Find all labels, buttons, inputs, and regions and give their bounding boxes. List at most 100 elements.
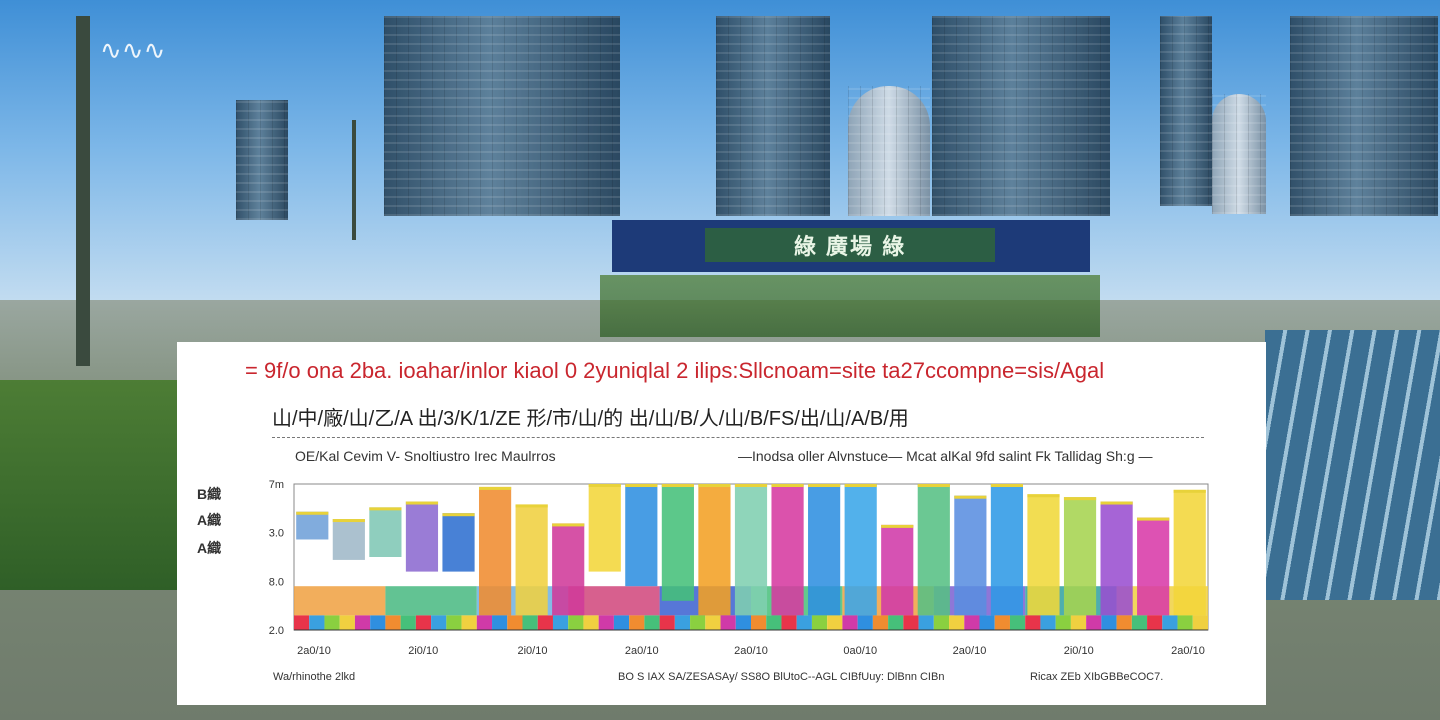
bar bbox=[1173, 489, 1206, 616]
strip-segment bbox=[1101, 615, 1117, 630]
strip-segment bbox=[1116, 615, 1132, 630]
strip-segment bbox=[796, 615, 812, 630]
crane-pole bbox=[76, 16, 90, 366]
footnote-mid: BO S IAX SA/ZESASAy/ SS8O BlUtoC--AGL CI… bbox=[618, 671, 945, 683]
bar-cap bbox=[698, 484, 731, 487]
strip-segment bbox=[1025, 615, 1041, 630]
strip-segment bbox=[294, 615, 310, 630]
strip-segment bbox=[781, 615, 797, 630]
bar-cap bbox=[1027, 494, 1060, 498]
strip-segment bbox=[659, 615, 675, 630]
bar bbox=[808, 484, 841, 616]
strip-segment bbox=[446, 615, 462, 630]
bar bbox=[917, 484, 950, 616]
chart-subtitle: 山/中/廠/山/乙/A 出/3/K/1/ZE 形/市/山/的 出/山/B/人/山… bbox=[272, 408, 909, 430]
strip-segment bbox=[964, 615, 980, 630]
bar-cap bbox=[881, 524, 914, 528]
side-label: A織 bbox=[197, 540, 222, 556]
tower bbox=[1212, 94, 1266, 214]
x-tick-label: 2a0/10 bbox=[953, 645, 987, 657]
strip-segment bbox=[979, 615, 995, 630]
strip-segment bbox=[461, 615, 477, 630]
strip-segment bbox=[644, 615, 660, 630]
strip-segment bbox=[690, 615, 706, 630]
strip-segment bbox=[370, 615, 386, 630]
roof-panels bbox=[1265, 330, 1440, 600]
bar bbox=[844, 484, 877, 616]
x-tick-label: 2a0/10 bbox=[1171, 645, 1205, 657]
strip-segment bbox=[994, 615, 1010, 630]
strip-segment bbox=[354, 615, 371, 630]
strip-segment bbox=[385, 615, 401, 630]
strip-segment bbox=[1131, 615, 1148, 630]
strip-segment bbox=[857, 615, 873, 630]
band-segment bbox=[294, 586, 386, 616]
bar-cap bbox=[954, 495, 987, 499]
strip-segment bbox=[309, 615, 325, 630]
y-tick-label: 7m bbox=[269, 479, 284, 491]
strip-segment bbox=[324, 615, 340, 630]
strip-segment bbox=[1162, 615, 1178, 630]
strip-segment bbox=[888, 615, 904, 630]
logo: ∿∿∿ bbox=[100, 36, 166, 66]
strip-segment bbox=[1192, 615, 1208, 630]
bar-cap bbox=[1173, 489, 1206, 493]
strip-segment bbox=[674, 615, 691, 630]
y-tick-label: 2.0 bbox=[269, 625, 284, 637]
strip-segment bbox=[507, 615, 523, 630]
tower bbox=[384, 16, 620, 216]
flag-pole bbox=[352, 120, 356, 240]
tower bbox=[932, 16, 1110, 216]
bar-cap bbox=[332, 519, 365, 523]
x-tick-label: 2a0/10 bbox=[625, 645, 659, 657]
tower bbox=[848, 86, 930, 216]
bar bbox=[698, 484, 731, 616]
bar-cap bbox=[1100, 501, 1133, 505]
strip-segment bbox=[476, 615, 493, 630]
x-tick-label: 2a0/10 bbox=[734, 645, 768, 657]
band-segment bbox=[385, 586, 477, 616]
strip-segment bbox=[598, 615, 614, 630]
x-tick-label: 0a0/10 bbox=[843, 645, 877, 657]
chart-title: = 9f/o ona 2ba. ioahar/inlor kiaol 0 2yu… bbox=[245, 358, 1105, 383]
bar-cap bbox=[588, 484, 621, 487]
strip-segment bbox=[339, 615, 355, 630]
strip-segment bbox=[1070, 615, 1087, 630]
strip-segment bbox=[522, 615, 538, 630]
strip-segment bbox=[827, 615, 843, 630]
strip-segment bbox=[1055, 615, 1071, 630]
strip-segment bbox=[842, 615, 858, 630]
bar-cap bbox=[990, 484, 1024, 487]
bar-cap bbox=[405, 501, 439, 505]
strip-segment bbox=[751, 615, 767, 630]
bar-cap bbox=[844, 484, 877, 487]
bar bbox=[515, 504, 548, 616]
x-tick-label: 2i0/10 bbox=[1064, 645, 1094, 657]
bar bbox=[1137, 517, 1170, 616]
strip-segment bbox=[629, 615, 645, 630]
station-sign: 綠 廣場 綠 bbox=[705, 228, 995, 262]
strip-segment bbox=[811, 615, 828, 630]
bar-cap bbox=[734, 484, 768, 487]
strip-segment bbox=[568, 615, 584, 630]
bar bbox=[369, 507, 402, 557]
greenery bbox=[600, 275, 1100, 337]
footnote-right: Ricax ZEb XIbGBBeCOC7. bbox=[1030, 671, 1164, 683]
strip-segment bbox=[735, 615, 751, 630]
bar bbox=[881, 524, 914, 616]
tower bbox=[236, 100, 288, 220]
bar-cap bbox=[661, 484, 694, 487]
bar-cap bbox=[552, 523, 585, 527]
tower bbox=[1290, 16, 1438, 216]
bar bbox=[734, 484, 768, 616]
strip-segment bbox=[400, 615, 416, 630]
bar bbox=[1100, 501, 1133, 616]
bar-cap bbox=[296, 511, 329, 515]
bar bbox=[332, 519, 365, 560]
tower bbox=[716, 16, 830, 216]
x-tick-label: 2a0/10 bbox=[297, 645, 331, 657]
strip-segment bbox=[552, 615, 569, 630]
x-tick-label: 2i0/10 bbox=[518, 645, 548, 657]
bar-cap bbox=[1063, 497, 1097, 501]
side-label: A織 bbox=[197, 512, 222, 528]
